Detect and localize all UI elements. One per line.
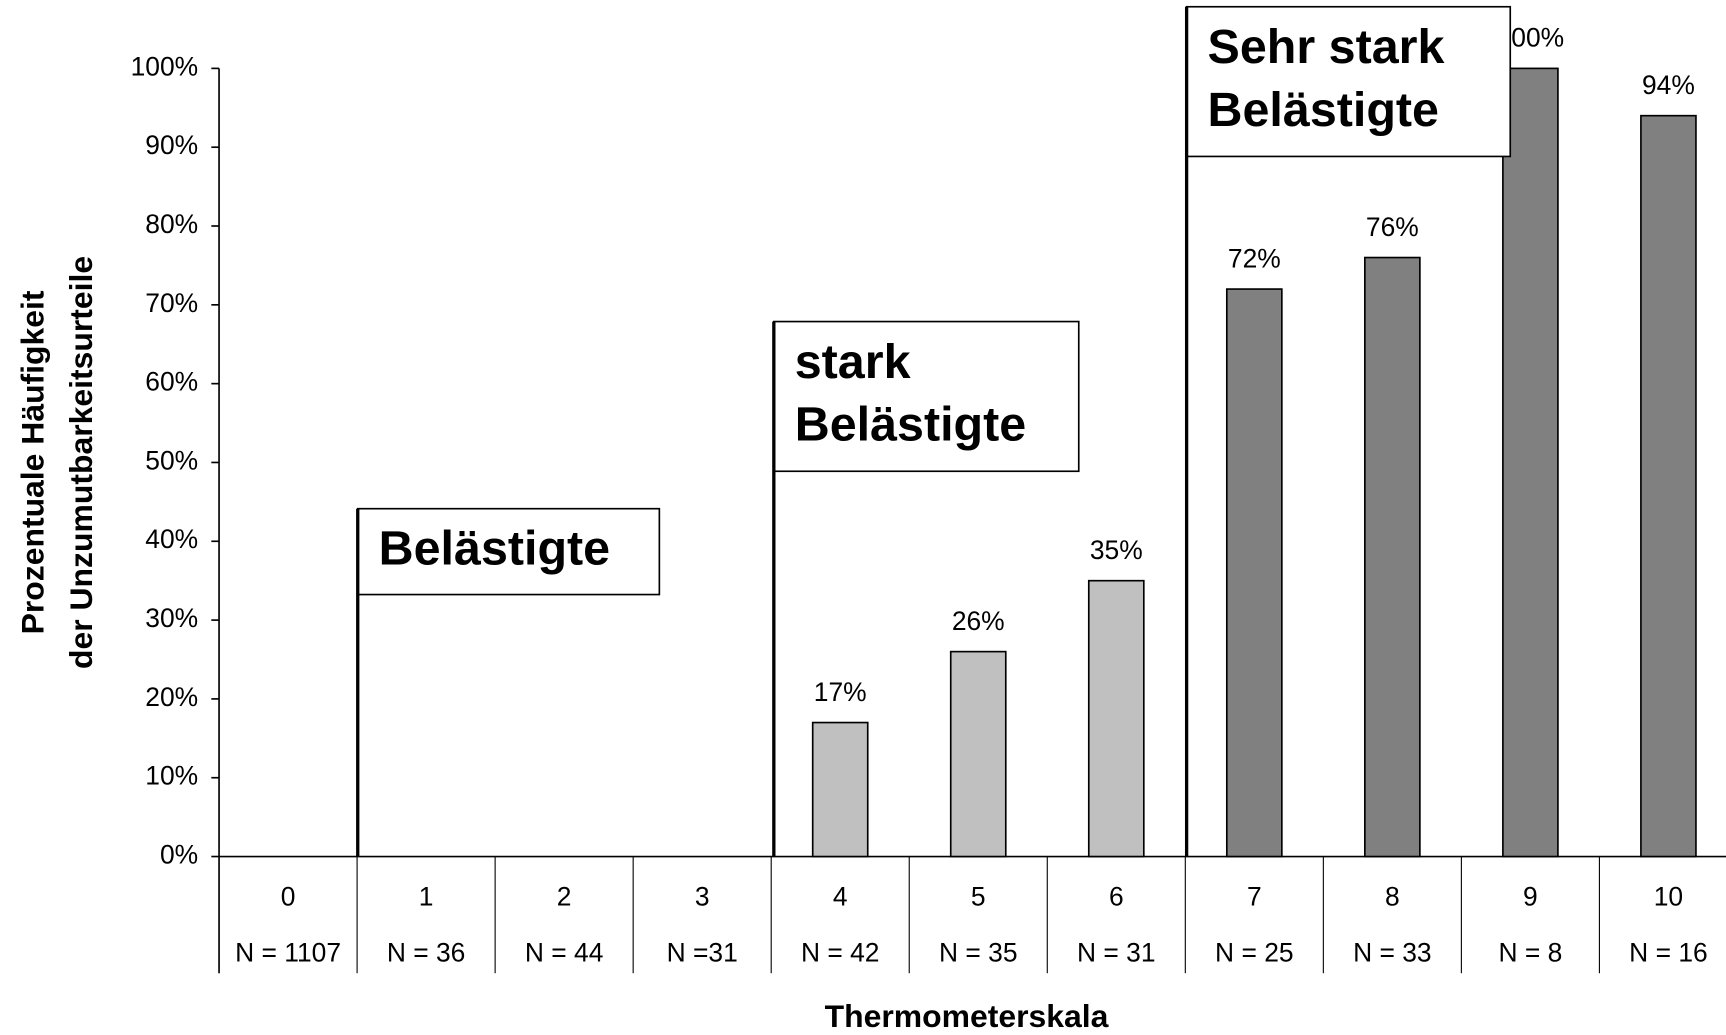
y-axis-title: der Unzumutbarkeitsurteile — [63, 256, 99, 669]
x-tick-label: 4 — [833, 881, 848, 911]
y-tick-label: 0% — [160, 840, 198, 870]
data-label: 94% — [1642, 70, 1695, 100]
data-label: 17% — [814, 677, 867, 707]
y-tick-label: 10% — [145, 761, 198, 791]
data-label: 26% — [952, 606, 1005, 636]
bar — [1087, 579, 1145, 858]
x-tick-label: 8 — [1385, 881, 1400, 911]
y-tick-label: 40% — [145, 524, 198, 554]
n-label: N = 44 — [525, 937, 604, 967]
y-axis-title: Prozentuale Häufigkeit — [15, 290, 51, 634]
y-tick-label: 80% — [145, 209, 198, 239]
x-tick-label: 7 — [1247, 881, 1262, 911]
n-label: N = 25 — [1215, 937, 1294, 967]
data-label: 72% — [1228, 243, 1281, 273]
x-axis-title: Thermometerskala — [825, 998, 1109, 1034]
x-tick-label: 2 — [557, 881, 572, 911]
n-label: N = 1107 — [235, 937, 341, 967]
annotation-text: Belästigte — [1208, 83, 1439, 137]
n-label: N = 16 — [1629, 937, 1708, 967]
annotation-text: Belästigte — [379, 521, 610, 575]
annotation-text: Belästigte — [795, 398, 1026, 452]
x-tick-label: 9 — [1523, 881, 1538, 911]
y-tick-label: 90% — [145, 130, 198, 160]
annotation-text: Sehr stark — [1208, 20, 1445, 74]
x-tick-label: 6 — [1109, 881, 1124, 911]
n-label: N = 31 — [1077, 937, 1156, 967]
n-label: N = 8 — [1498, 937, 1562, 967]
n-label: N = 36 — [387, 937, 466, 967]
n-label: N =31 — [667, 937, 738, 967]
n-label: N = 42 — [801, 937, 880, 967]
annotation-text: stark — [795, 335, 911, 389]
bar — [1225, 288, 1283, 858]
bar — [949, 650, 1007, 858]
bar — [811, 721, 869, 858]
y-tick-label: 20% — [145, 682, 198, 712]
bar — [1502, 67, 1559, 858]
y-tick-label: 30% — [145, 603, 198, 633]
annotation-box — [1185, 5, 1512, 158]
annotation-box — [773, 320, 1080, 473]
x-tick-label: 3 — [695, 881, 710, 911]
y-tick-label: 70% — [145, 288, 198, 318]
x-tick-label: 1 — [419, 881, 434, 911]
bar — [1364, 256, 1421, 858]
y-tick-label: 100% — [131, 51, 199, 81]
annotation-box — [356, 507, 661, 596]
x-tick-label: 0 — [281, 881, 296, 911]
x-tick-label: 10 — [1654, 881, 1683, 911]
data-label: 35% — [1090, 535, 1143, 565]
n-label: N = 35 — [939, 937, 1018, 967]
y-tick-label: 60% — [145, 367, 198, 397]
x-tick-label: 5 — [971, 881, 986, 911]
bar — [1640, 114, 1697, 858]
data-label: 76% — [1366, 212, 1419, 242]
y-tick-label: 50% — [145, 445, 198, 475]
n-label: N = 33 — [1353, 937, 1432, 967]
